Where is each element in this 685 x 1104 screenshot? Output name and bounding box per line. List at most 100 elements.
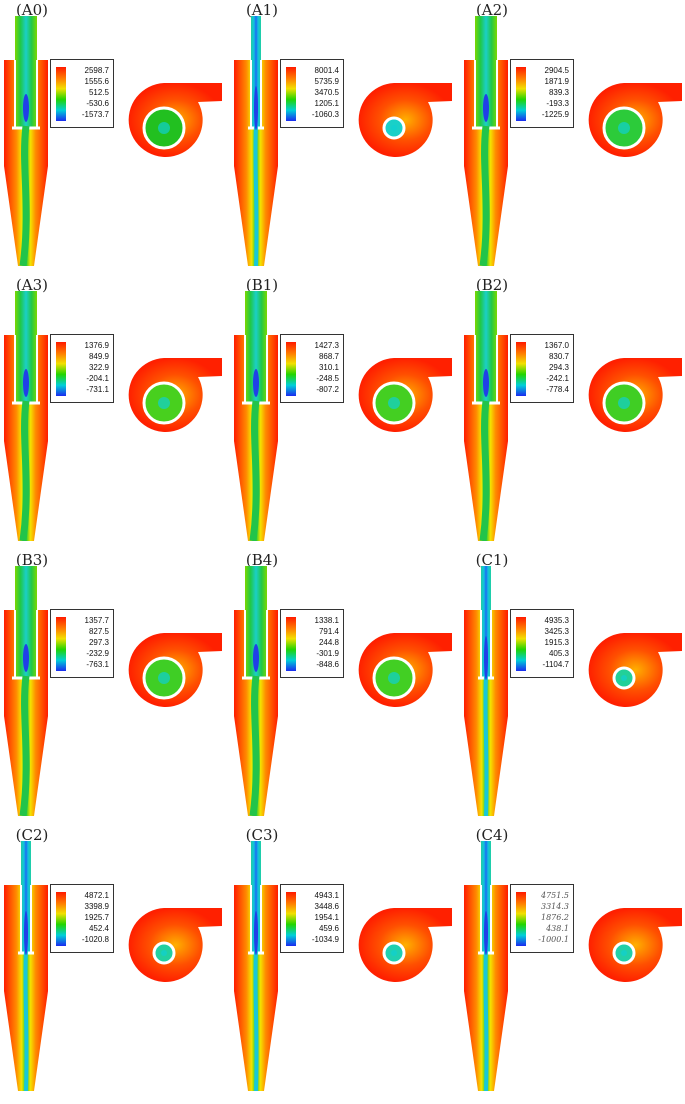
cyclone-cross-section xyxy=(588,908,682,982)
scale-tick-label: 3398.9 xyxy=(84,902,109,911)
color-scale-bar xyxy=(286,892,296,946)
contour-legend: 8001.4 5735.9 3470.5 1205.1 -1060.3 xyxy=(280,59,344,128)
scale-tick-label: -232.9 xyxy=(86,649,109,658)
panel-title: (C3) xyxy=(245,826,279,844)
scale-tick-label: -242.1 xyxy=(546,374,569,383)
panel-title: (A2) xyxy=(475,1,509,19)
scale-tick-label: 1367.0 xyxy=(544,341,569,350)
color-scale-bar xyxy=(56,892,66,946)
contour-legend: 2904.5 1871.9 839.3 -193.3 -1225.9 xyxy=(510,59,574,128)
scale-tick-label: -1020.8 xyxy=(81,935,109,944)
scale-tick-label: 244.8 xyxy=(318,638,339,647)
scale-tick-label: -1225.9 xyxy=(541,110,569,119)
cyclone-cross-section xyxy=(128,83,222,157)
panel-title: (A0) xyxy=(15,1,49,19)
cyclone-side-view xyxy=(4,566,48,816)
cyclone-side-view xyxy=(4,16,48,266)
scale-tick-label: 839.3 xyxy=(548,88,569,97)
scale-tick-label: 294.3 xyxy=(548,363,569,372)
color-scale-bar xyxy=(516,892,526,946)
vortex-core xyxy=(479,125,490,266)
color-scale-bar xyxy=(56,67,66,121)
vortex-core xyxy=(249,400,260,541)
scale-tick-label: 438.1 xyxy=(546,924,569,933)
scale-tick-label: -763.1 xyxy=(86,660,109,669)
vortex-finder xyxy=(15,16,37,128)
contour-legend: 4751.5 3314.3 1876.2 438.1 -1000.1 xyxy=(510,884,574,953)
scale-tick-label: 8001.4 xyxy=(314,66,339,75)
scale-tick-label: -1060.3 xyxy=(311,110,339,119)
cyclone-side-view xyxy=(234,841,278,1091)
panel-title: (C2) xyxy=(15,826,49,844)
panel-title: (A3) xyxy=(15,276,49,294)
scale-tick-label: 2904.5 xyxy=(544,66,569,75)
cyclone-cross-section xyxy=(358,358,452,432)
scale-tick-label: -248.5 xyxy=(316,374,339,383)
panel-title: (B4) xyxy=(245,551,279,569)
cyclone-cross-section xyxy=(128,633,222,707)
vortex-finder xyxy=(15,566,37,678)
scale-tick-label: 4751.5 xyxy=(541,891,569,900)
vortex-finder xyxy=(15,291,37,403)
panel-title: (B2) xyxy=(475,276,509,294)
cyclone-side-view xyxy=(234,566,278,816)
cyclone-side-view xyxy=(4,291,48,541)
scale-tick-label: 1876.2 xyxy=(541,913,569,922)
cyclone-cross-section xyxy=(588,358,682,432)
contour-legend: 1357.7 827.5 297.3 -232.9 -763.1 xyxy=(50,609,114,678)
color-scale-bar xyxy=(286,67,296,121)
cyclone-cross-section xyxy=(128,908,222,982)
scale-tick-label: 4872.1 xyxy=(84,891,109,900)
scale-tick-label: 1954.1 xyxy=(314,913,339,922)
scale-tick-label: 322.9 xyxy=(88,363,109,372)
contour-legend: 4872.1 3398.9 1925.7 452.4 -1020.8 xyxy=(50,884,114,953)
cyclone-cross-section xyxy=(358,908,452,982)
cross-section-body xyxy=(358,83,452,157)
color-scale-bar xyxy=(286,617,296,671)
scale-tick-label: 3425.3 xyxy=(544,627,569,636)
scale-tick-label: 830.7 xyxy=(548,352,569,361)
vortex-finder xyxy=(245,291,267,403)
contour-legend: 1338.1 791.4 244.8 -301.9 -848.6 xyxy=(280,609,344,678)
scale-tick-label: 1925.7 xyxy=(84,913,109,922)
scale-tick-label: 1338.1 xyxy=(314,616,339,625)
cyclone-cross-section xyxy=(358,83,452,157)
cyclone-side-view xyxy=(464,16,508,266)
vortex-core xyxy=(249,675,260,816)
panel-title: (C1) xyxy=(475,551,509,569)
cyclone-side-view xyxy=(464,291,508,541)
cyclone-side-view xyxy=(234,16,278,266)
cross-section-body xyxy=(128,908,222,982)
cross-section-body xyxy=(588,633,682,707)
vortex-core xyxy=(483,950,489,1091)
vortex-core xyxy=(23,950,29,1091)
cyclone-cross-section xyxy=(588,633,682,707)
cyclone-side-view xyxy=(234,291,278,541)
scale-tick-label: -301.9 xyxy=(316,649,339,658)
vortex-finder xyxy=(251,841,261,953)
vortex-finder xyxy=(251,16,261,128)
scale-tick-label: 3470.5 xyxy=(314,88,339,97)
scale-tick-label: 405.3 xyxy=(548,649,569,658)
vortex-core xyxy=(479,400,490,541)
panel-title: (A1) xyxy=(245,1,279,19)
vortex-core xyxy=(483,675,489,816)
color-scale-bar xyxy=(56,617,66,671)
scale-tick-label: -1573.7 xyxy=(81,110,109,119)
vortex-finder xyxy=(475,291,497,403)
color-scale-bar xyxy=(286,342,296,396)
scale-tick-label: 5735.9 xyxy=(314,77,339,86)
cyclone-side-view xyxy=(4,841,48,1091)
scale-tick-label: 1376.9 xyxy=(84,341,109,350)
panel-title: (B3) xyxy=(15,551,49,569)
vortex-finder xyxy=(475,16,497,128)
contour-legend: 2598.7 1555.6 512.5 -530.6 -1573.7 xyxy=(50,59,114,128)
scale-tick-label: 4935.3 xyxy=(544,616,569,625)
cross-section-body xyxy=(588,908,682,982)
scale-tick-label: 868.7 xyxy=(318,352,339,361)
contour-legend: 4943.1 3448.6 1954.1 459.6 -1034.9 xyxy=(280,884,344,953)
scale-tick-label: 3314.3 xyxy=(541,902,569,911)
cyclone-side-view xyxy=(464,566,508,816)
panel-title: (C4) xyxy=(475,826,509,844)
